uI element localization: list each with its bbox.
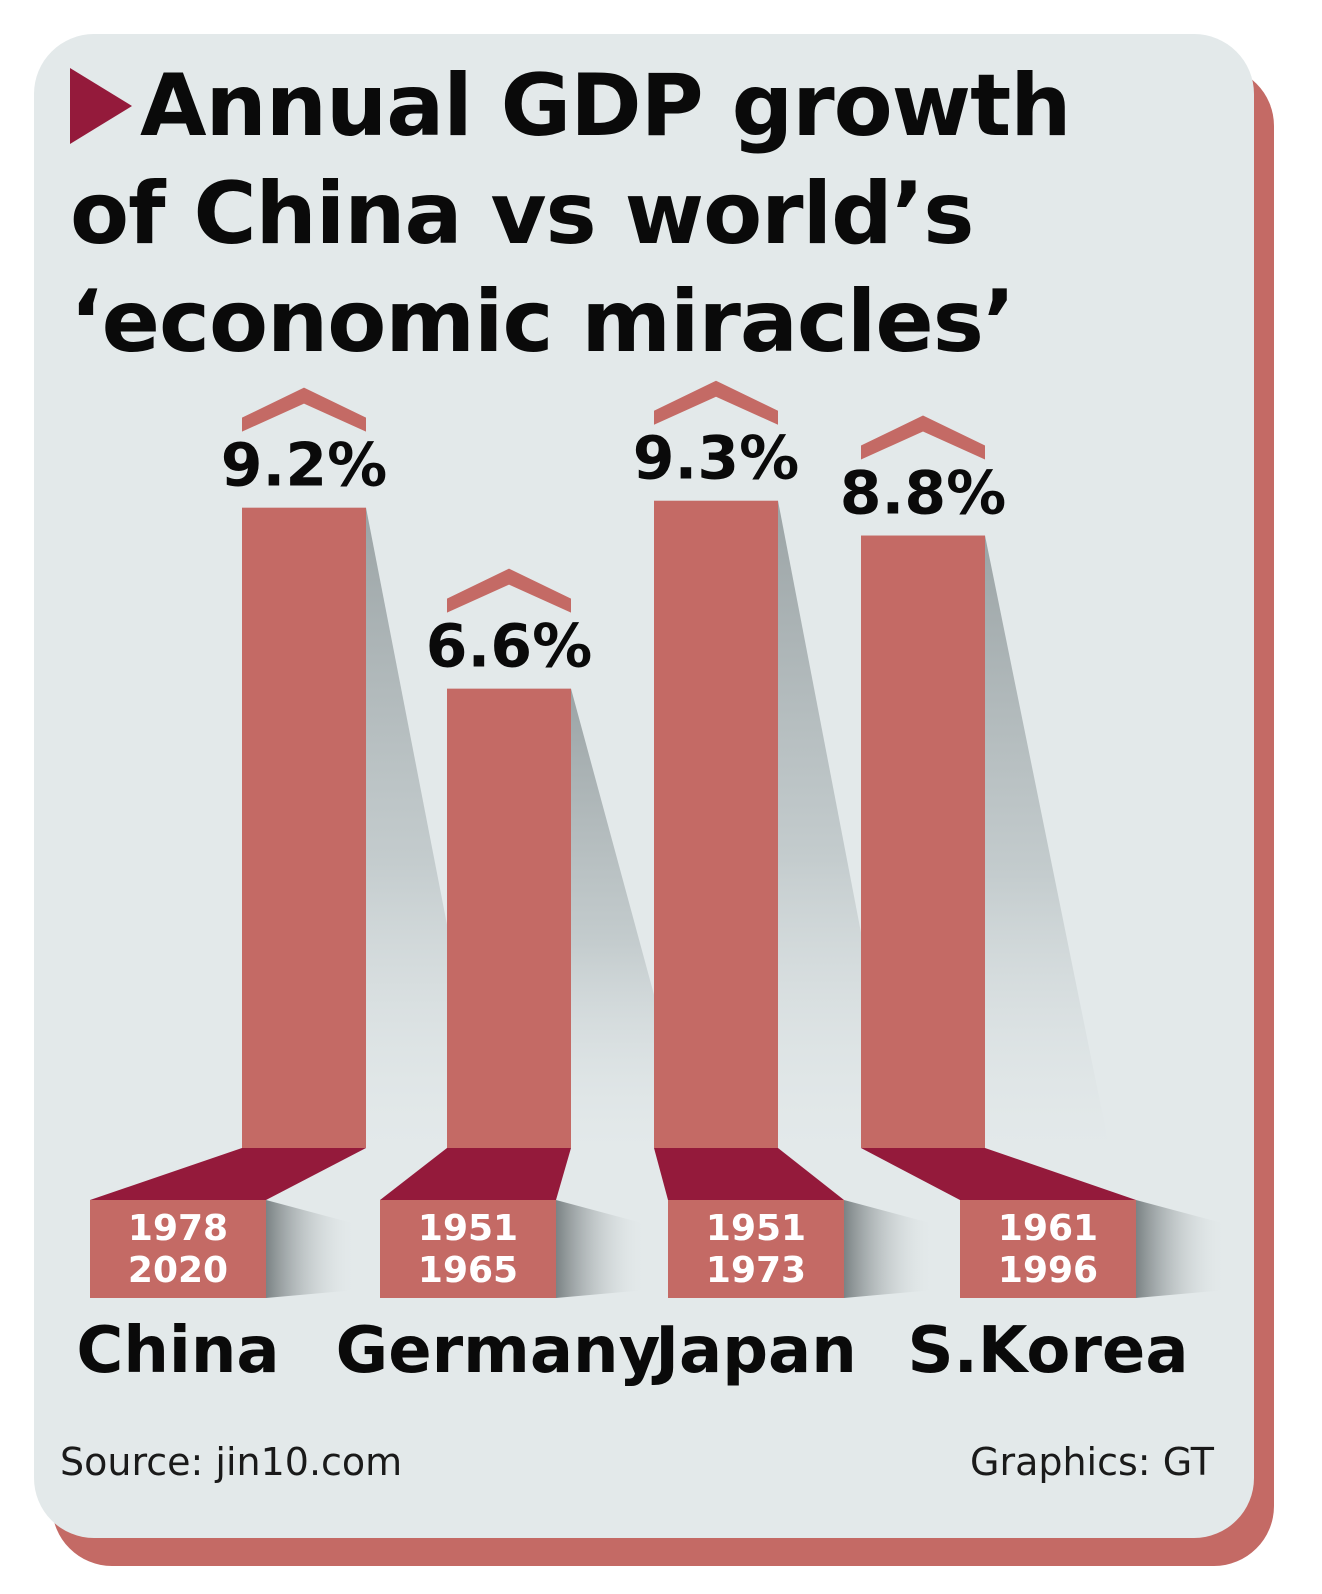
period-start-germany: 1951: [418, 1208, 518, 1249]
value-label-japan: 9.3%: [633, 424, 799, 494]
base-shadow-germany: [556, 1200, 646, 1298]
base-top-china: [90, 1148, 366, 1200]
base-shadow-china: [266, 1200, 356, 1298]
base-top-germany: [380, 1148, 571, 1200]
category-label-china: China: [76, 1314, 279, 1388]
bar-germany: [447, 688, 571, 1148]
chart-title-line-3: ‘economic miracles’: [70, 272, 1016, 372]
source-note: Source: jin10.com: [60, 1440, 403, 1484]
base-shadow-s-korea: [1136, 1200, 1226, 1298]
value-label-s-korea: 8.8%: [840, 459, 1006, 529]
category-label-germany: Germany: [336, 1314, 661, 1388]
caret-china: [242, 387, 366, 432]
bar-japan: [654, 500, 778, 1149]
bar-shadow-s-korea: [985, 535, 1109, 1148]
base-front-china: [90, 1200, 266, 1298]
chart-title: Annual GDP growth of China vs world’s ‘e…: [70, 52, 1130, 376]
base-top-japan: [654, 1148, 844, 1200]
graphics-credit: Graphics: GT: [970, 1440, 1214, 1484]
caret-japan: [654, 380, 778, 425]
period-start-china: 1978: [128, 1208, 228, 1249]
chart-title-line-2: of China vs world’s: [70, 164, 974, 264]
period-start-s-korea: 1961: [998, 1208, 1098, 1249]
caret-germany: [447, 568, 571, 613]
period-end-china: 2020: [128, 1250, 228, 1291]
caret-s-korea: [861, 415, 985, 460]
value-label-germany: 6.6%: [426, 612, 592, 682]
base-top-s-korea: [861, 1148, 1136, 1200]
bar-china: [242, 507, 366, 1148]
chart-title-line-1: Annual GDP growth: [140, 56, 1071, 156]
period-end-germany: 1965: [418, 1250, 518, 1291]
base-front-s-korea: [960, 1200, 1136, 1298]
period-end-japan: 1973: [706, 1250, 806, 1291]
value-label-china: 9.2%: [221, 431, 387, 501]
period-end-s-korea: 1996: [998, 1250, 1098, 1291]
base-shadow-japan: [844, 1200, 934, 1298]
period-start-japan: 1951: [706, 1208, 806, 1249]
base-front-japan: [668, 1200, 844, 1298]
category-label-japan: Japan: [651, 1314, 857, 1388]
title-triangle-icon: [70, 68, 132, 144]
base-front-germany: [380, 1200, 556, 1298]
category-label-s-korea: S.Korea: [908, 1314, 1189, 1388]
bar-s-korea: [861, 535, 985, 1148]
